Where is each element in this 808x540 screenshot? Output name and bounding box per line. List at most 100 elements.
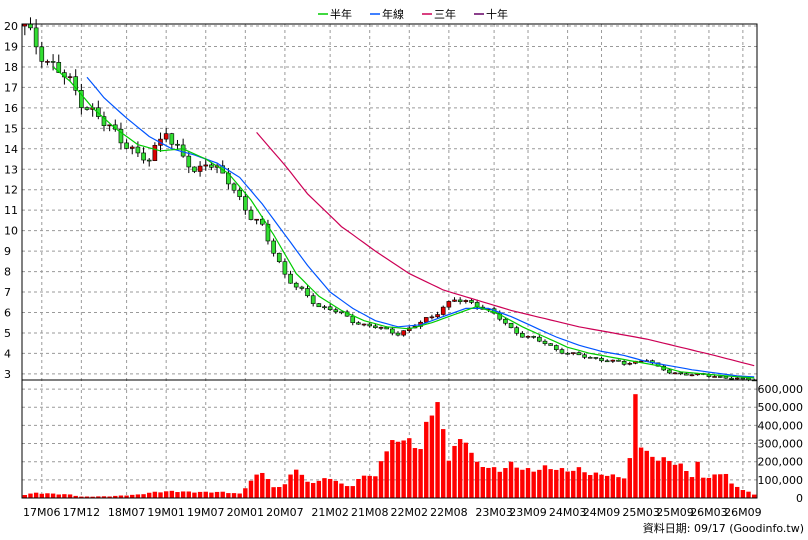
candle-body	[570, 352, 576, 354]
volume-bar	[407, 438, 412, 498]
candle-body	[689, 374, 695, 377]
time-tick-label: 20M07	[266, 506, 304, 519]
time-tick-label: 23M09	[509, 506, 547, 519]
volume-panel	[22, 394, 757, 498]
volume-bar	[67, 494, 73, 498]
volume-bar	[588, 475, 593, 498]
volume-bar	[514, 467, 519, 498]
volume-tick-label: 500,000	[758, 401, 804, 414]
volume-bar	[735, 486, 740, 498]
candle-body	[452, 299, 457, 302]
time-tick-label: 18M07	[108, 506, 146, 519]
candle-body	[186, 155, 192, 168]
candle-body	[373, 325, 378, 328]
candle-body	[401, 330, 406, 336]
volume-bar	[310, 482, 316, 498]
candle-body	[327, 306, 333, 311]
volume-bar	[135, 494, 141, 498]
volume-bar	[684, 470, 689, 498]
price-tick-label: 5	[4, 327, 11, 340]
price-tick-label: 4	[4, 347, 11, 360]
candle-body	[118, 128, 124, 144]
volume-bar	[627, 458, 632, 498]
candle-body	[474, 302, 480, 308]
price-tick-label: 7	[4, 286, 11, 299]
volume-bar	[672, 464, 678, 498]
volume-bar	[452, 445, 457, 498]
candle-body	[423, 317, 429, 323]
candle-body	[339, 311, 344, 314]
volume-bar	[751, 494, 757, 498]
price-tick-label: 12	[4, 184, 18, 197]
candle-body	[503, 318, 508, 324]
volume-bar	[282, 484, 288, 498]
volume-bar	[56, 494, 61, 498]
candle-body	[79, 90, 84, 108]
volume-bar	[655, 460, 661, 498]
volume-bar	[231, 493, 237, 498]
candle-body	[192, 166, 197, 172]
time-tick-label: 25M09	[656, 506, 694, 519]
data-date-footer: 資料日期: 09/17 (Goodinfo.tw)	[643, 521, 804, 535]
volume-bar	[531, 471, 536, 498]
time-tick-label: 17M12	[63, 506, 101, 519]
candle-body	[180, 144, 186, 157]
candle-body	[723, 376, 729, 379]
volume-bar	[299, 474, 305, 498]
volume-bar	[79, 496, 84, 498]
time-tick-label: 26M09	[724, 506, 762, 519]
candle-body	[525, 336, 531, 338]
candle-body	[667, 369, 672, 374]
volume-bar	[361, 475, 367, 498]
candle-body	[384, 327, 389, 330]
volume-bar	[469, 452, 474, 498]
candle-body	[684, 373, 689, 376]
candle-body	[542, 340, 548, 344]
price-tick-label: 16	[4, 102, 18, 115]
candle-body	[310, 295, 316, 304]
volume-bar	[401, 440, 406, 498]
volume-bar	[33, 492, 39, 498]
candle-body	[299, 286, 305, 289]
volume-bar	[621, 478, 627, 498]
candle-body	[621, 361, 627, 365]
price-tick-label: 3	[4, 368, 11, 381]
volume-bar	[520, 469, 525, 498]
legend-label-1: 年線	[382, 7, 404, 21]
candle-body	[259, 218, 265, 225]
volume-bar	[537, 469, 542, 498]
volume-bar	[706, 477, 712, 498]
candle-body	[616, 359, 621, 362]
candle-body	[734, 377, 740, 380]
volume-bar	[113, 495, 118, 498]
volume-bar	[277, 487, 282, 498]
volume-bar	[712, 474, 717, 498]
volume-bar	[729, 483, 734, 498]
volume-bar	[480, 466, 485, 498]
candle-body	[282, 261, 288, 275]
volume-bar	[582, 472, 587, 498]
volume-bar	[22, 495, 28, 498]
candle-body	[293, 282, 299, 288]
volume-bar	[633, 394, 638, 498]
volume-bar	[101, 496, 107, 498]
volume-tick-label: 400,000	[758, 419, 804, 432]
candle-body	[305, 288, 310, 297]
candle-body	[265, 223, 271, 242]
volume-bar	[491, 467, 497, 498]
volume-bar	[271, 487, 276, 498]
candle-body	[390, 328, 395, 334]
volume-bar	[723, 473, 729, 498]
volume-bar	[599, 474, 604, 498]
candle-body	[254, 218, 259, 221]
candle-body	[231, 183, 237, 191]
volume-bar	[158, 492, 163, 498]
volume-bar	[356, 479, 361, 498]
volume-bar	[548, 469, 553, 498]
axis-labels: 3 4 5 6 7 8 9 10 11 12 13 14 15 16 17 18 19 20 0 100,000 200…	[4, 20, 803, 519]
candle-body	[45, 61, 50, 63]
volume-bar	[508, 461, 514, 498]
candle-body	[537, 336, 542, 342]
volume-bar	[565, 471, 570, 498]
